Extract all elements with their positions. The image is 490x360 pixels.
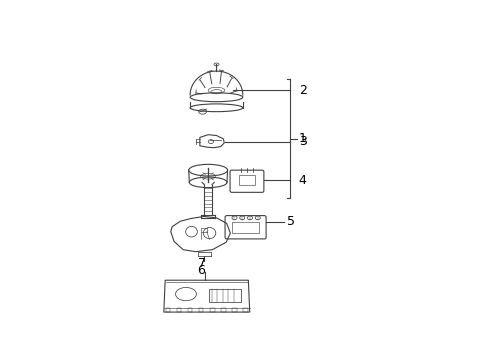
Bar	[232, 222, 259, 233]
Bar	[199, 308, 203, 312]
Text: 6: 6	[197, 264, 205, 278]
Bar	[166, 308, 170, 312]
Bar	[232, 308, 237, 312]
Text: 3: 3	[299, 135, 307, 148]
Bar	[209, 288, 241, 302]
Bar	[188, 308, 193, 312]
Bar	[239, 175, 255, 185]
Bar	[221, 308, 225, 312]
Text: 5: 5	[287, 216, 294, 229]
Text: 1: 1	[299, 132, 307, 145]
Bar	[177, 308, 181, 312]
Bar	[244, 308, 248, 312]
Bar	[210, 308, 215, 312]
Text: 7: 7	[198, 257, 206, 270]
Text: 4: 4	[299, 174, 307, 187]
Text: 2: 2	[299, 84, 307, 97]
